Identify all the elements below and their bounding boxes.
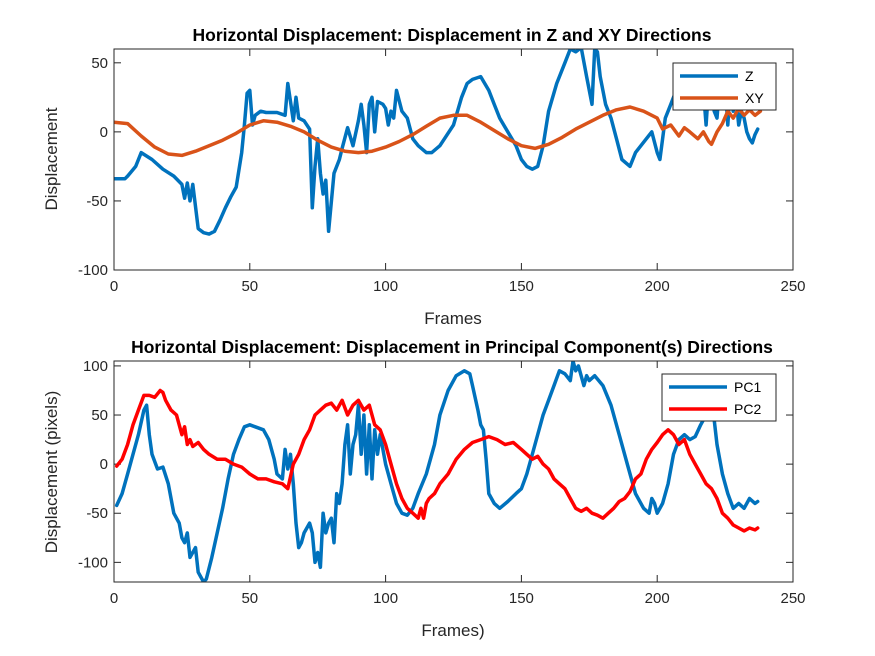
y-tick-label: -50 [86,193,108,210]
bottom-plot-ticks: 0 50 100 150 200 250 -100 -50 0 50 100 [78,358,806,607]
bottom-plot-series [114,361,760,582]
y-tick-label: -100 [78,262,108,279]
x-tick-label: 100 [373,278,398,295]
top-plot-title: Horizontal Displacement: Displacement in… [193,25,712,45]
top-plot: Horizontal Displacement: Displacement in… [42,25,806,328]
top-plot-legend: Z XY [672,62,777,111]
bottom-plot-frame [113,360,794,583]
bottom-legend-box [661,373,777,422]
x-tick-label: 50 [241,278,258,295]
bottom-plot-legend: PC1 PC2 [661,373,777,422]
x-tick-label: 200 [645,278,670,295]
top-plot-ylabel: Displacement [42,107,61,210]
x-tick-label: 250 [780,590,805,607]
x-tick-label: 150 [509,590,534,607]
y-tick-label: 0 [100,124,108,141]
x-tick-label: 50 [241,590,258,607]
y-tick-label: -100 [78,554,108,571]
top-plot-frame [113,48,794,271]
y-tick-label: -50 [86,505,108,522]
y-tick-label: 0 [100,456,108,473]
top-legend-box [672,62,777,111]
legend-xy-label: XY [745,90,764,106]
legend-pc2-label: PC2 [734,401,761,417]
top-plot-ticks: 0 50 100 150 200 250 -100 -50 0 50 [78,49,806,295]
series-line-pc2 [114,388,760,533]
bottom-plot-title: Horizontal Displacement: Displacement in… [131,337,773,357]
y-tick-label: 100 [83,358,108,375]
y-tick-label: 50 [91,55,108,72]
bottom-plot: Horizontal Displacement: Displacement in… [42,337,806,640]
x-tick-label: 200 [645,590,670,607]
bottom-plot-xlabel: Frames) [421,621,484,640]
x-tick-label: 0 [110,278,118,295]
top-plot-xlabel: Frames [424,309,482,328]
legend-pc1-label: PC1 [734,379,761,395]
x-tick-label: 0 [110,590,118,607]
bottom-plot-ylabel: Displacement (pixels) [42,391,61,554]
legend-z-label: Z [745,68,754,84]
x-tick-label: 100 [373,590,398,607]
x-tick-label: 250 [780,278,805,295]
x-tick-label: 150 [509,278,534,295]
series-line-xy [114,105,763,158]
y-tick-label: 50 [91,407,108,424]
